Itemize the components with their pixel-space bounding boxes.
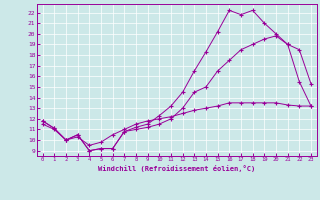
X-axis label: Windchill (Refroidissement éolien,°C): Windchill (Refroidissement éolien,°C) (98, 165, 255, 172)
